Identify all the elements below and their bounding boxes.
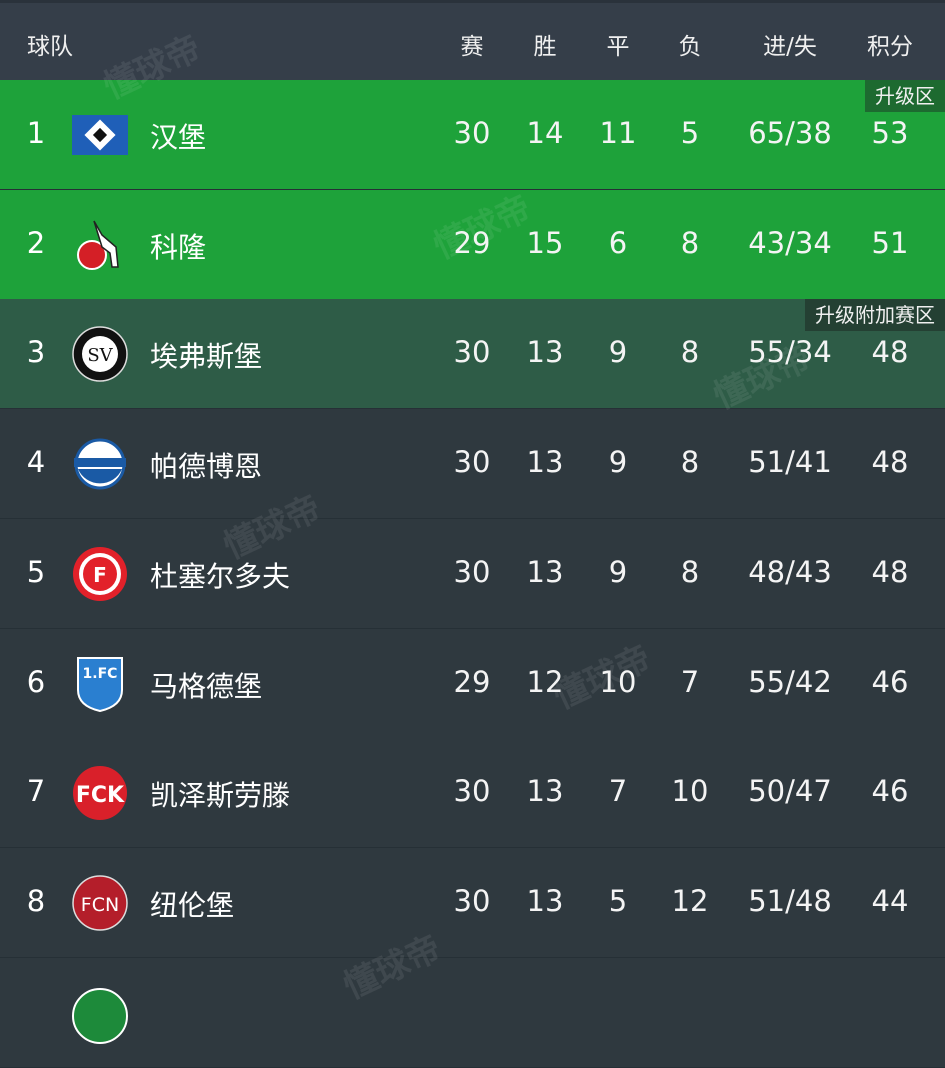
cell-goals: 43/34 — [748, 225, 832, 260]
cell-goals: 50/47 — [748, 774, 832, 809]
table-header: 球队 赛 胜 平 负 进/失 积分 — [0, 0, 945, 80]
team-crest-icon — [72, 988, 128, 1044]
cell-drawn: 7 — [608, 774, 628, 809]
cell-won: 15 — [526, 225, 564, 260]
cell-played: 29 — [453, 225, 491, 260]
cell-won: 13 — [526, 774, 564, 809]
table-row[interactable]: 7 FCK 凯泽斯劳滕 30 13 7 10 50/47 46 — [0, 738, 945, 849]
cell-lost: 7 — [680, 664, 700, 699]
table-row[interactable]: 5 F 杜塞尔多夫 30 13 9 8 48/43 48 — [0, 518, 945, 629]
header-goals: 进/失 — [763, 34, 817, 60]
magdeburg-crest-icon: 1.FC — [77, 656, 123, 712]
cell-lost: 10 — [671, 774, 709, 809]
cell-drawn: 9 — [608, 335, 628, 370]
cell-won: 13 — [526, 554, 564, 589]
table-row[interactable]: 2 科隆 29 15 6 8 43/34 51 — [0, 189, 945, 300]
nurnberg-crest-icon: FCN — [72, 875, 128, 931]
cell-won: 13 — [526, 335, 564, 370]
table-row[interactable]: 6 1.FC 马格德堡 29 12 10 7 55/42 46 — [0, 628, 945, 739]
cell-won: 13 — [526, 883, 564, 918]
header-points: 积分 — [867, 34, 913, 60]
cell-won: 14 — [526, 116, 564, 150]
cell-drawn: 9 — [608, 445, 628, 480]
team-name[interactable]: 马格德堡 — [150, 669, 263, 703]
header-played: 赛 — [460, 34, 484, 60]
rank: 4 — [26, 445, 46, 480]
table-row[interactable]: 4 帕德博恩 30 13 9 8 51/41 48 — [0, 409, 945, 520]
cell-drawn: 10 — [599, 664, 637, 699]
rank: 8 — [26, 883, 46, 918]
cell-won: 13 — [526, 445, 564, 480]
cell-drawn: 11 — [599, 116, 637, 150]
cell-played: 30 — [453, 445, 491, 480]
header-lost: 负 — [678, 34, 702, 60]
header-team: 球队 — [27, 34, 73, 60]
rank: 7 — [26, 774, 46, 809]
cell-lost: 8 — [680, 445, 700, 480]
cell-goals: 51/41 — [748, 445, 832, 480]
cell-played: 30 — [453, 335, 491, 370]
svg-text:F: F — [93, 563, 107, 587]
svg-text:1.FC: 1.FC — [83, 666, 118, 682]
header-won: 胜 — [533, 34, 557, 60]
cell-points: 51 — [871, 225, 909, 260]
cell-points: 53 — [871, 116, 909, 150]
rank: 1 — [26, 116, 46, 150]
hamburg-crest-icon — [72, 115, 128, 155]
cell-lost: 5 — [680, 116, 700, 150]
team-name[interactable]: 汉堡 — [150, 121, 207, 154]
svg-text:FCN: FCN — [81, 894, 119, 916]
table-row[interactable]: 8 FCN 纽伦堡 30 13 5 12 51/48 44 — [0, 847, 945, 958]
rank: 2 — [26, 225, 46, 260]
cell-points: 44 — [871, 883, 909, 918]
team-name[interactable]: 凯泽斯劳滕 — [150, 779, 291, 813]
cell-lost: 8 — [680, 335, 700, 370]
cell-lost: 8 — [680, 225, 700, 260]
koln-crest-icon — [77, 220, 119, 270]
team-name[interactable]: 帕德博恩 — [150, 450, 263, 484]
cell-goals: 48/43 — [748, 554, 832, 589]
cell-goals: 55/42 — [748, 664, 832, 699]
zone-label-playoff: 升级附加赛区 — [805, 299, 945, 332]
rank: 6 — [26, 664, 46, 699]
cell-goals: 51/48 — [748, 883, 832, 918]
cell-played: 30 — [453, 774, 491, 809]
cell-points: 48 — [871, 445, 909, 480]
rank: 3 — [26, 335, 46, 370]
cell-points: 46 — [871, 774, 909, 809]
cell-lost: 12 — [671, 883, 709, 918]
team-name[interactable]: 科隆 — [150, 230, 207, 264]
cell-played: 30 — [453, 883, 491, 918]
paderborn-crest-icon — [74, 438, 126, 490]
rank: 5 — [26, 554, 46, 589]
header-drawn: 平 — [606, 34, 630, 60]
team-name[interactable]: 埃弗斯堡 — [150, 340, 263, 374]
cell-won: 12 — [526, 664, 564, 699]
svg-text:SV: SV — [87, 345, 113, 366]
team-name[interactable]: 杜塞尔多夫 — [150, 559, 291, 593]
cell-played: 30 — [453, 554, 491, 589]
cell-goals: 55/34 — [748, 335, 832, 370]
table-row[interactable]: 3 SV 埃弗斯堡 30 13 9 8 55/34 48 升级附加赛区 — [0, 299, 945, 410]
cell-points: 46 — [871, 664, 909, 699]
cell-points: 48 — [871, 335, 909, 370]
cell-drawn: 6 — [608, 225, 628, 260]
cell-played: 30 — [453, 116, 491, 150]
cell-drawn: 5 — [608, 883, 628, 918]
team-name[interactable]: 纽伦堡 — [150, 888, 235, 922]
elversberg-crest-icon: SV — [72, 326, 128, 383]
cell-goals: 65/38 — [748, 116, 832, 150]
table-row-partial[interactable] — [0, 958, 945, 1068]
cell-lost: 8 — [680, 554, 700, 589]
table-row[interactable]: 1 汉堡 30 14 11 5 65/38 53 升级区 — [0, 80, 945, 190]
kaiserslautern-crest-icon: FCK — [73, 766, 127, 821]
cell-played: 29 — [453, 664, 491, 699]
cell-points: 48 — [871, 554, 909, 589]
zone-label-promotion: 升级区 — [865, 80, 945, 112]
cell-drawn: 9 — [608, 554, 628, 589]
svg-text:FCK: FCK — [76, 783, 125, 808]
dusseldorf-crest-icon: F — [73, 546, 127, 601]
